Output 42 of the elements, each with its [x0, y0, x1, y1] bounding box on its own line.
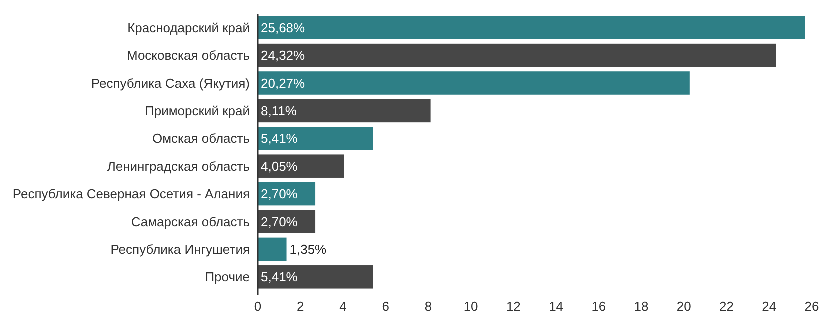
- x-tick-label: 12: [506, 299, 521, 314]
- bar: [258, 72, 690, 95]
- data-label: 1,35%: [290, 242, 328, 257]
- data-label: 24,32%: [261, 48, 306, 64]
- data-label: 2,70%: [261, 214, 298, 230]
- bar: [258, 99, 431, 123]
- y-tick-label: Республика Ингушетия: [110, 242, 250, 257]
- x-tick-label: 8: [424, 299, 432, 314]
- x-tick-label: 26: [804, 299, 820, 314]
- data-label: 2,70%: [261, 186, 298, 202]
- data-label: 8,11%: [261, 104, 298, 118]
- y-tick-label: Республика Северная Осетия - Алания: [12, 186, 250, 202]
- y-tick-label: Ленинградская область: [107, 158, 250, 174]
- data-label: 20,27%: [261, 76, 306, 91]
- x-tick-label: 0: [254, 299, 262, 314]
- x-tick-label: 2: [297, 299, 304, 314]
- y-tick-label: Омская область: [152, 131, 250, 146]
- x-tick-label: 14: [549, 299, 564, 314]
- x-tick-label: 18: [634, 299, 649, 314]
- x-tick-label: 10: [464, 299, 478, 314]
- bar: [258, 127, 374, 150]
- bar: [258, 16, 806, 40]
- bar: [258, 238, 287, 262]
- x-tick-label: 22: [720, 299, 734, 314]
- x-tick-label: 6: [382, 299, 390, 314]
- data-label: 5,41%: [261, 270, 298, 285]
- y-tick-label: Республика Саха (Якутия): [91, 76, 250, 91]
- y-tick-label: Краснодарский край: [128, 20, 250, 36]
- x-tick-label: 4: [340, 299, 347, 314]
- data-label: 4,05%: [261, 158, 298, 174]
- x-tick-label: 16: [592, 299, 606, 314]
- bar: [258, 154, 344, 178]
- y-tick-label: Приморский край: [145, 104, 250, 118]
- y-tick-label: Московская область: [126, 48, 250, 64]
- x-tick-label: 24: [762, 299, 777, 314]
- data-label: 5,41%: [261, 131, 298, 146]
- bar: [258, 44, 776, 68]
- y-tick-label: Прочие: [205, 270, 250, 285]
- bar: [258, 266, 374, 289]
- y-tick-label: Самарская область: [131, 214, 250, 230]
- data-label: 25,68%: [261, 20, 306, 36]
- x-tick-label: 20: [676, 299, 692, 314]
